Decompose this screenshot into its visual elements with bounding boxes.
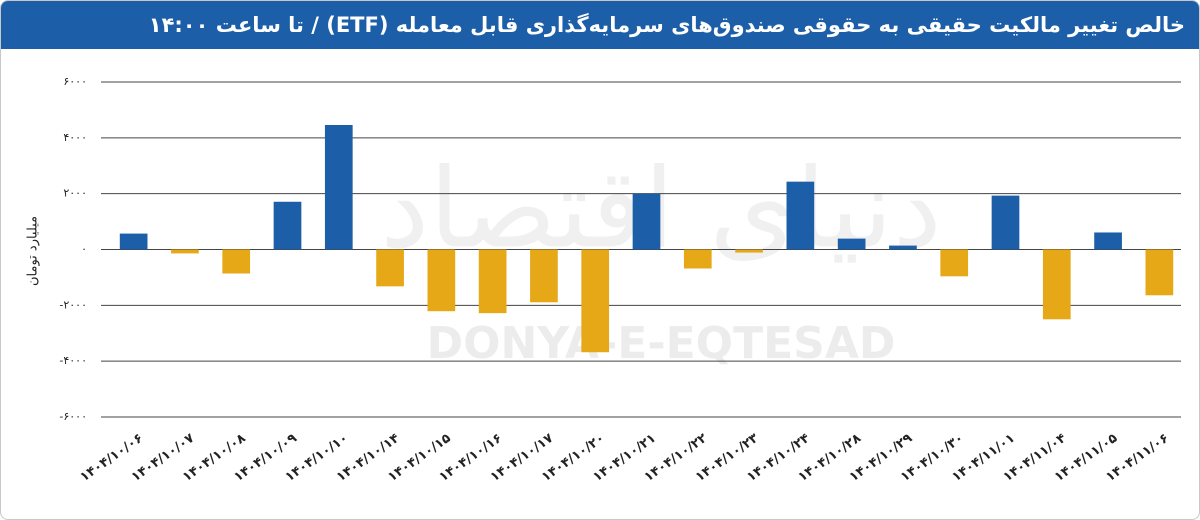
y-tick-label: -۲۰۰۰ — [59, 298, 87, 311]
y-tick-label: ۴۰۰۰ — [63, 131, 87, 144]
y-tick-label: -۴۰۰۰ — [59, 354, 87, 367]
bar — [376, 249, 404, 287]
bar — [324, 124, 353, 250]
bar — [273, 201, 302, 250]
bar — [837, 238, 866, 250]
watermark-fa: دنیای اقتصاد — [380, 144, 942, 272]
y-tick-label: ۰ — [81, 243, 87, 256]
bar — [1042, 249, 1071, 320]
bar — [427, 249, 456, 312]
bar — [632, 193, 661, 250]
bar — [786, 181, 815, 250]
bar — [581, 249, 610, 353]
bar — [683, 249, 712, 269]
bar — [171, 249, 199, 254]
bar — [991, 195, 1020, 250]
bar — [940, 249, 969, 277]
bar — [222, 249, 251, 274]
bar — [530, 249, 558, 303]
chart-title: خالص تغییر مالکیت حقیقی به حقوقی صندوق‌ه… — [1, 1, 1199, 49]
bar — [889, 245, 917, 250]
bar — [1094, 232, 1122, 250]
bar — [119, 233, 148, 250]
y-tick-label: -۶۰۰۰ — [59, 410, 87, 423]
y-tick-label: ۲۰۰۰ — [63, 187, 87, 200]
bar — [735, 249, 763, 253]
y-tick-label: ۶۰۰۰ — [63, 75, 87, 88]
bar — [478, 249, 507, 314]
watermark: DONYA-E-EQTESAD — [427, 318, 896, 369]
bar — [1145, 249, 1174, 296]
y-axis-label: میلیارد تومان — [26, 216, 41, 286]
